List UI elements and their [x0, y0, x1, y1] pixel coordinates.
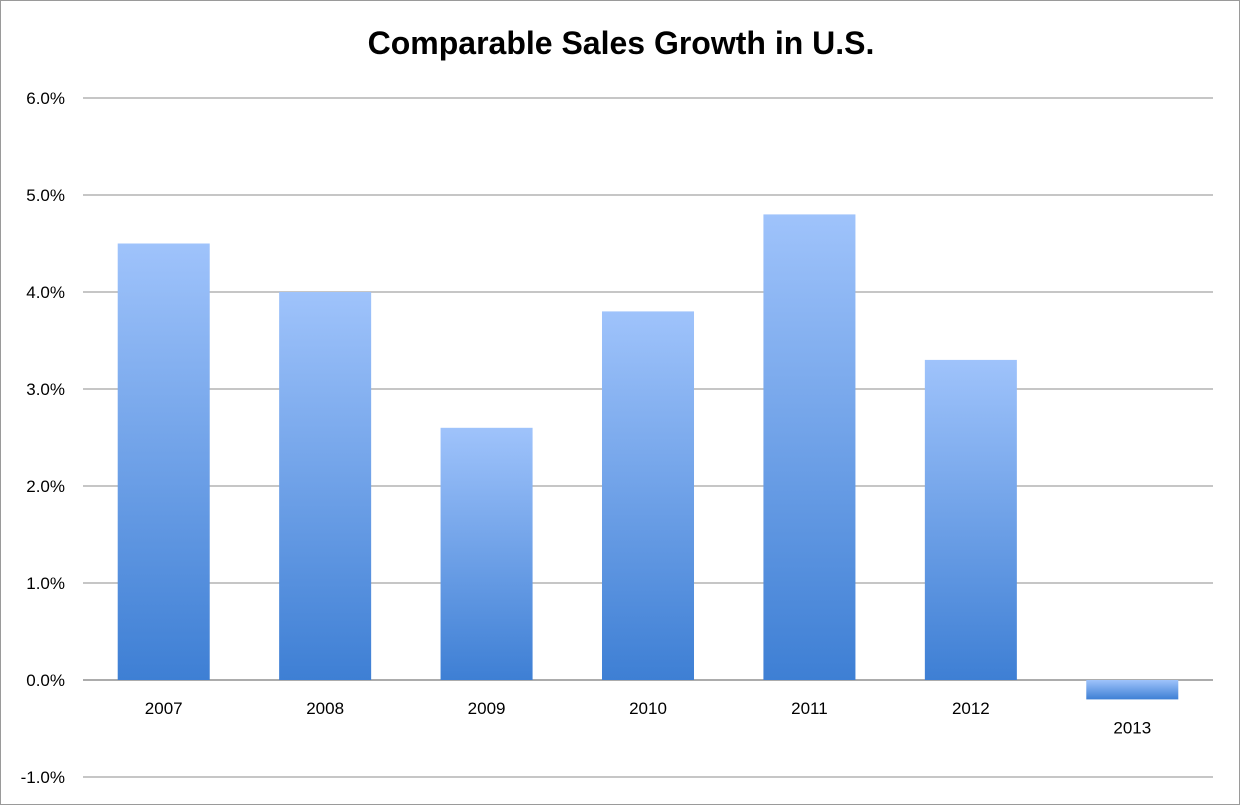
y-tick-label: -1.0% [21, 768, 65, 787]
x-tick-label: 2010 [629, 699, 667, 718]
y-tick-label: 4.0% [26, 283, 65, 302]
bars [117, 214, 1179, 700]
bar-2007 [117, 243, 210, 680]
bar-2008 [279, 292, 372, 680]
x-tick-label: 2011 [791, 699, 828, 718]
y-tick-label: 0.0% [26, 671, 65, 690]
y-tick-label: 6.0% [26, 89, 65, 108]
x-tick-label: 2007 [145, 699, 183, 718]
y-axis-ticks: 6.0% 5.0% 4.0% 3.0% 2.0% 1.0% 0.0% -1.0% [21, 89, 65, 787]
bar-2010 [601, 311, 695, 680]
x-tick-label: 2008 [306, 699, 344, 718]
bar-2011 [763, 214, 856, 680]
y-tick-label: 2.0% [26, 477, 65, 496]
x-tick-label: 2012 [952, 699, 990, 718]
x-tick-label: 2013 [1113, 718, 1151, 737]
x-axis-ticks: 2007 2008 2009 2010 2011 2012 2013 [145, 699, 1151, 737]
x-tick-label: 2009 [468, 699, 506, 718]
bar-2013 [1086, 680, 1179, 700]
bar-2009 [440, 427, 533, 680]
chart-title: Comparable Sales Growth in U.S. [367, 25, 875, 61]
bar-2012 [924, 359, 1017, 680]
y-tick-label: 1.0% [26, 574, 65, 593]
y-tick-label: 3.0% [26, 380, 65, 399]
y-tick-label: 5.0% [26, 186, 65, 205]
